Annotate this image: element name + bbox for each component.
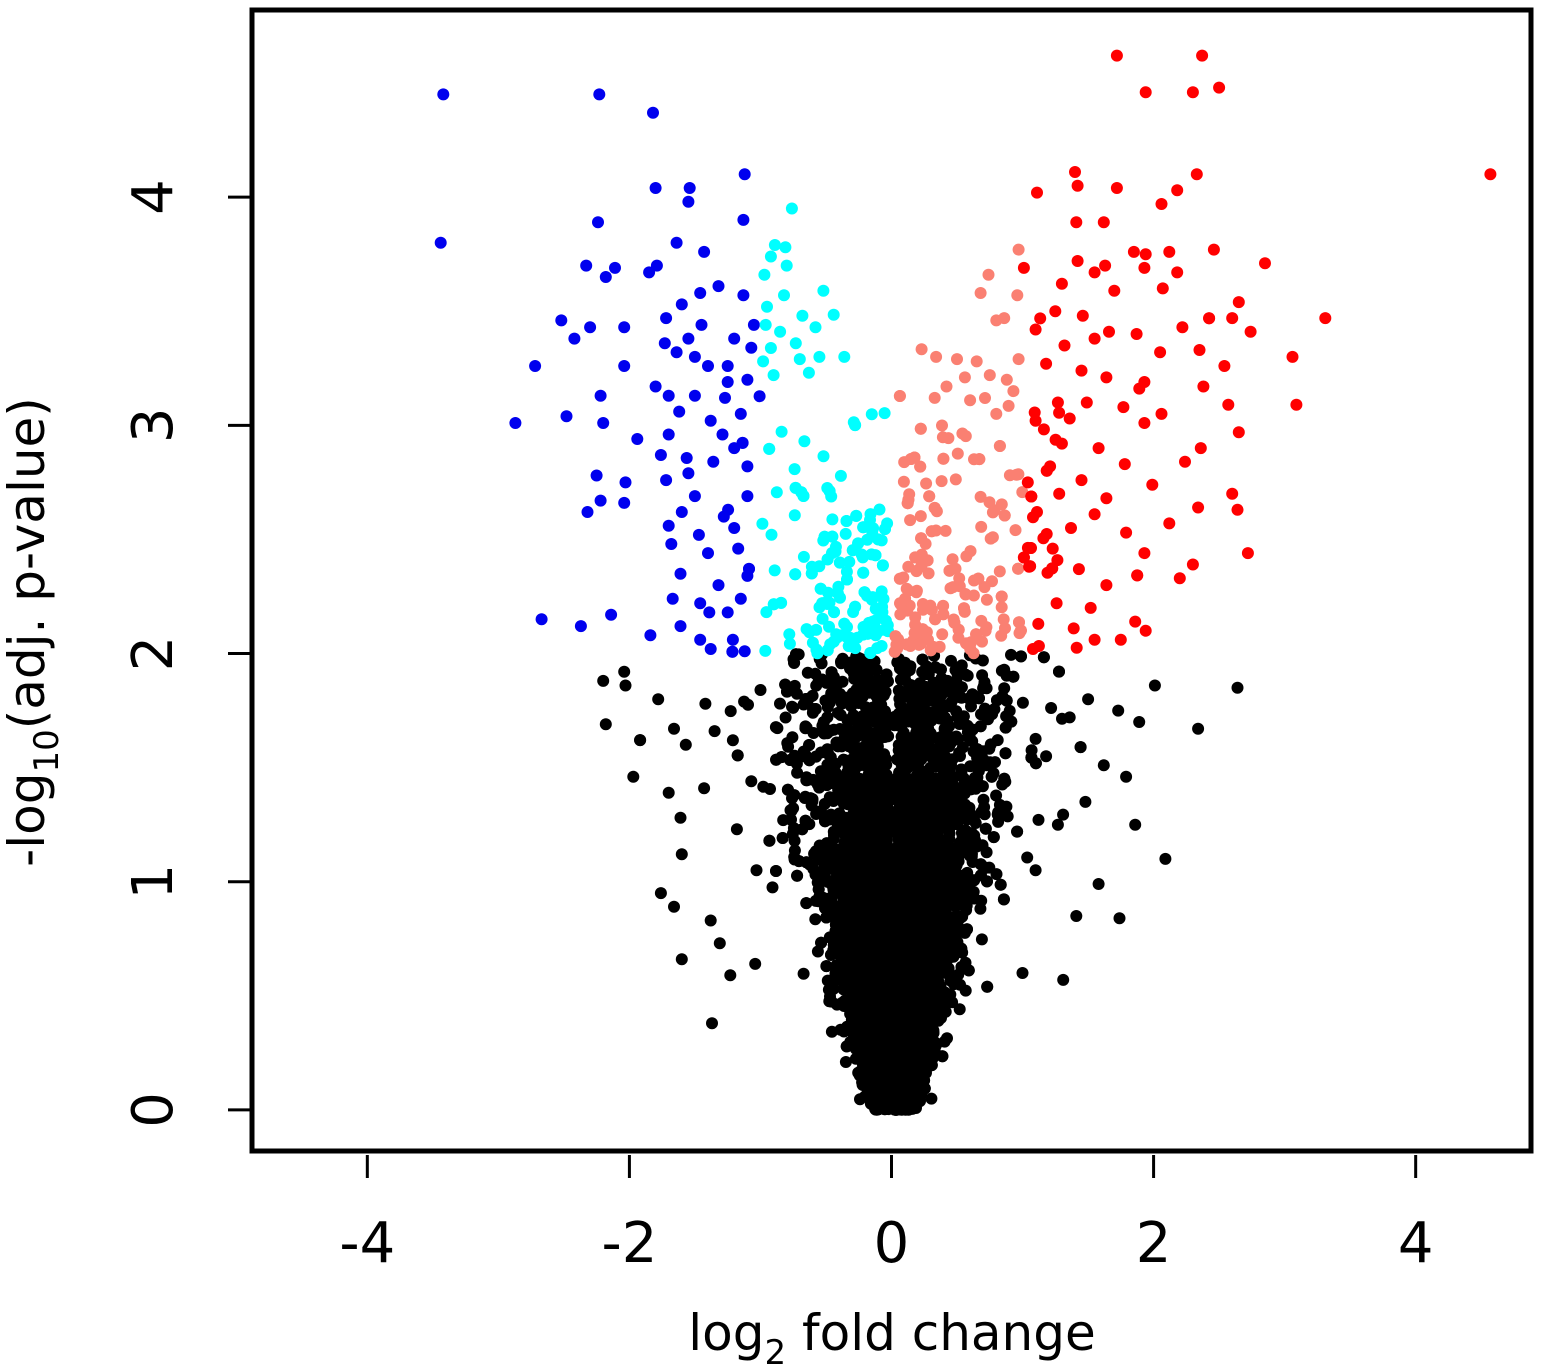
point-not_significant [839,1056,852,1068]
point-not_significant [976,669,989,682]
point-not_significant [935,672,948,685]
point-not_significant [1045,702,1058,714]
point-not_significant [836,652,849,665]
point-not_significant [953,1003,966,1016]
point-not_significant [779,711,792,724]
point-not_significant [788,834,801,847]
point-not_significant [742,698,754,711]
point-not_significant [781,737,794,750]
point-not_significant [977,682,990,695]
point-not_significant [1029,732,1042,745]
point-not_significant [832,706,844,719]
point-not_significant [1021,851,1034,864]
point-not_significant [1016,696,1029,709]
point-not_significant [990,868,1003,881]
point-not_significant [975,933,988,946]
point-not_significant [990,789,1003,802]
point-not_significant [790,687,803,700]
point-not_significant [1000,710,1013,723]
point-not_significant [1032,813,1045,826]
point-not_significant [801,666,814,679]
point-not_significant [809,913,822,926]
point-not_significant [1005,648,1017,661]
data-points [434,49,1497,1116]
point-not_significant [950,730,963,743]
point-not_significant [948,978,960,991]
point-not_significant [769,721,782,734]
point-not_significant [801,774,813,787]
point-not_significant [784,804,797,817]
point-not_significant [1057,808,1070,821]
point-not_significant [766,881,779,894]
point-not_significant [788,844,801,857]
point-not_significant [959,984,972,997]
point-not_significant [938,722,951,735]
point-not_significant [827,723,840,736]
point-not_significant [993,798,1006,811]
point-not_significant [977,793,990,806]
point-not_significant [821,974,834,987]
point-not_significant [815,657,828,670]
point-not_significant [975,708,987,721]
point-not_significant [925,1092,938,1105]
point-not_significant [991,734,1004,747]
point-not_significant [935,1012,947,1024]
point-not_significant [764,783,776,795]
point-not_significant [1001,810,1014,823]
point-not_significant [774,697,786,710]
point-not_significant [724,705,737,718]
point-not_significant [931,704,943,717]
point-not_significant [797,967,810,980]
point-not_significant [791,766,804,779]
point-not_significant [938,711,951,724]
